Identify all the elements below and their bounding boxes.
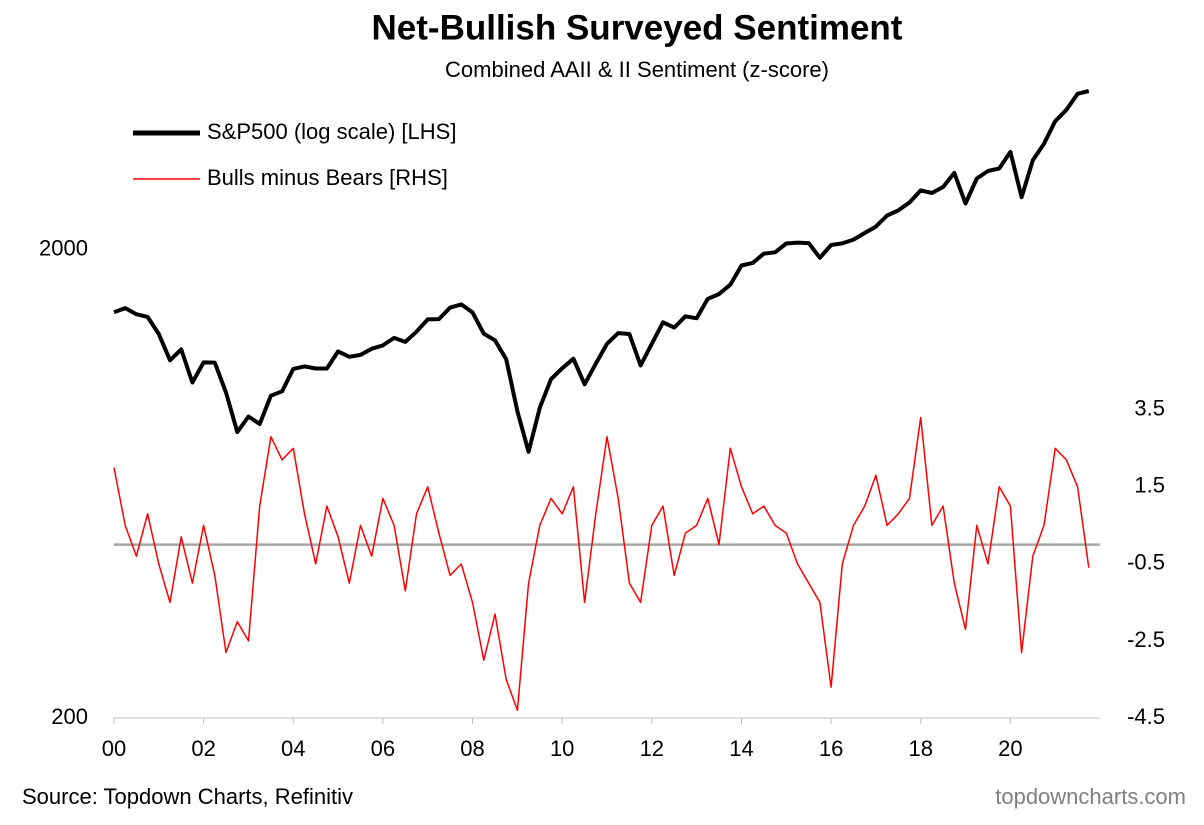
legend-label: Bulls minus Bears [RHS] xyxy=(207,165,448,190)
x-tick-label: 20 xyxy=(998,736,1022,761)
x-tick-label: 12 xyxy=(640,736,664,761)
y2-tick-label: -2.5 xyxy=(1127,627,1165,652)
x-tick-label: 16 xyxy=(819,736,843,761)
y-tick-label: 2000 xyxy=(39,235,88,260)
series-line xyxy=(113,89,1090,454)
legend-label: S&P500 (log scale) [LHS] xyxy=(207,119,456,144)
watermark: topdowncharts.com xyxy=(995,784,1186,809)
y2-tick-label: 1.5 xyxy=(1134,473,1165,498)
series-line xyxy=(113,416,1090,712)
x-tick-label: 04 xyxy=(281,736,305,761)
y-tick-label: 200 xyxy=(51,704,88,729)
y2-tick-label: -4.5 xyxy=(1127,704,1165,729)
y2-tick-label: -0.5 xyxy=(1127,550,1165,575)
x-tick-label: 14 xyxy=(729,736,753,761)
x-tick-label: 00 xyxy=(102,736,126,761)
y2-tick-label: 3.5 xyxy=(1134,396,1165,421)
chart-title: Net-Bullish Surveyed Sentiment xyxy=(372,8,903,47)
source-note: Source: Topdown Charts, Refinitiv xyxy=(22,784,353,809)
x-tick-label: 08 xyxy=(460,736,484,761)
x-tick-label: 18 xyxy=(908,736,932,761)
x-tick-label: 06 xyxy=(371,736,395,761)
x-tick-label: 02 xyxy=(191,736,215,761)
chart-subtitle: Combined AAII & II Sentiment (z-score) xyxy=(445,57,829,82)
x-tick-label: 10 xyxy=(550,736,574,761)
